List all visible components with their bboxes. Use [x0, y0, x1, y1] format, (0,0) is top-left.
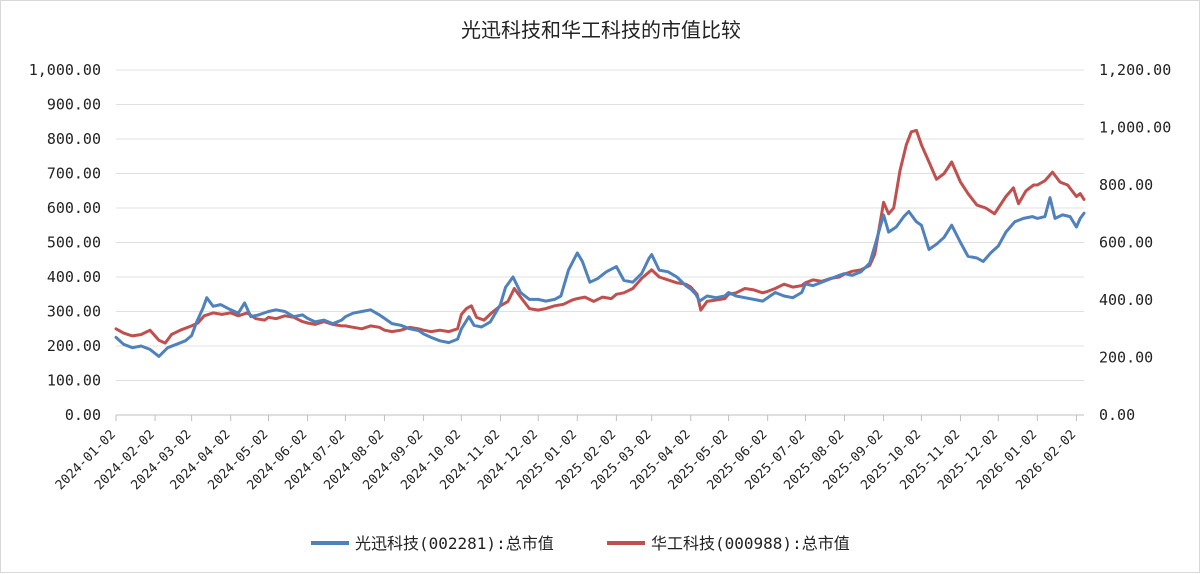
y-right-tick-label: 1,000.00 — [1099, 119, 1171, 137]
y-left-tick-label: 600.00 — [47, 199, 101, 217]
y-right-tick-label: 1,200.00 — [1099, 61, 1171, 79]
chart-title: 光迅科技和华工科技的市值比较 — [461, 18, 741, 42]
y-left-tick-label: 500.00 — [47, 234, 101, 252]
y-right-tick-label: 600.00 — [1099, 234, 1153, 252]
y-right-tick-label: 800.00 — [1099, 176, 1153, 194]
gridlines — [116, 69, 1084, 381]
y-left-tick-label: 800.00 — [47, 130, 101, 148]
y-right-tick-label: 200.00 — [1099, 349, 1153, 367]
right-y-axis: 0.00 200.00 400.00 600.00 800.00 1,000.00 1,20… — [1099, 61, 1171, 424]
y-left-tick-label: 300.00 — [47, 303, 101, 321]
legend-label-gx: 光迅科技(002281):总市值 — [355, 534, 554, 553]
series-line-hg — [114, 128, 1086, 345]
series-lines — [114, 128, 1086, 358]
y-left-tick-label: 400.00 — [47, 268, 101, 286]
y-left-tick-label: 100.00 — [47, 372, 101, 390]
y-right-tick-label: 400.00 — [1099, 291, 1153, 309]
y-left-tick-label: 700.00 — [47, 165, 101, 183]
y-left-tick-label: 1,000.00 — [29, 61, 101, 79]
y-left-tick-label: 900.00 — [47, 96, 101, 114]
legend: 光迅科技(002281):总市值 华工科技(000988):总市值 — [311, 534, 850, 553]
y-left-tick-label: 0.00 — [65, 406, 101, 424]
series-line-gx — [114, 196, 1086, 358]
left-y-axis: 0.00 100.00 200.00 300.00 400.00 500.00 600.00… — [29, 61, 101, 424]
y-left-tick-label: 200.00 — [47, 337, 101, 355]
legend-label-hg: 华工科技(000988):总市值 — [651, 534, 850, 553]
x-axis: 2024-01-022024-02-022024-03-022024-04-02… — [53, 414, 1084, 493]
y-right-tick-label: 0.00 — [1099, 406, 1135, 424]
